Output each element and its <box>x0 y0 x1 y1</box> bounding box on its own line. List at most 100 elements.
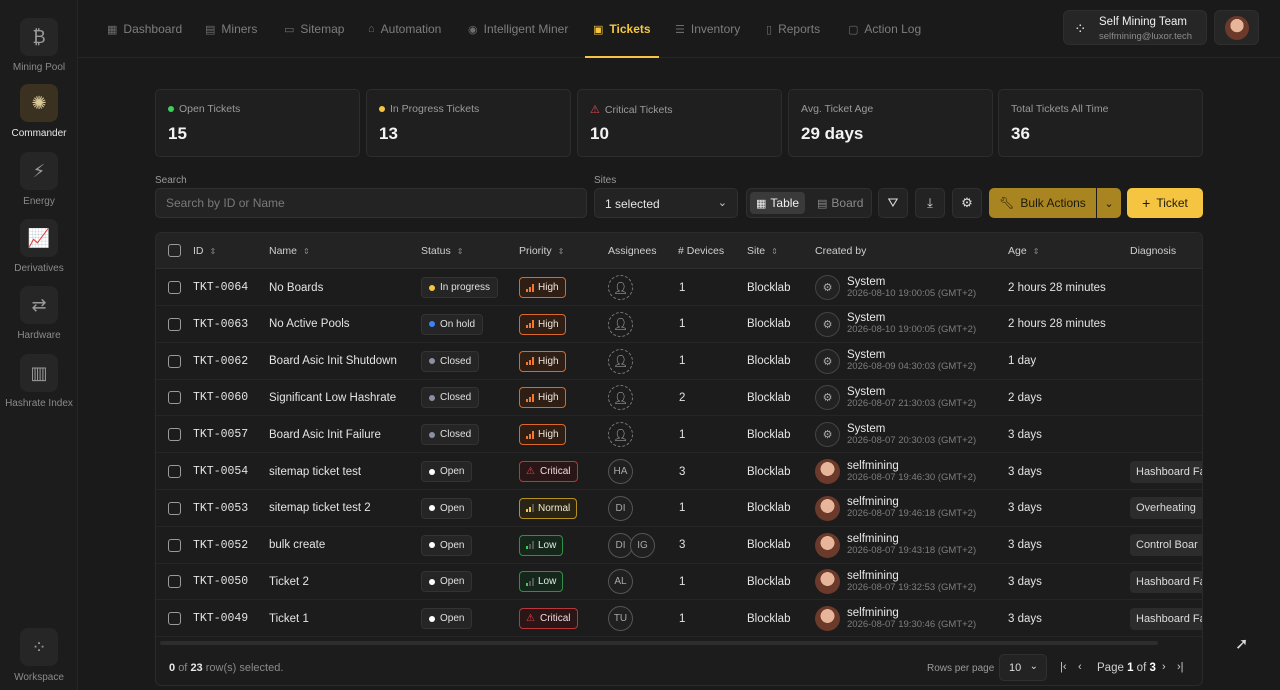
team-switcher[interactable]: ⁘ Self Mining Team selfmining@luxor.tech <box>1063 10 1207 45</box>
system-gear-icon: ⚙ <box>815 348 840 374</box>
first-page-button[interactable]: |‹ <box>1060 661 1067 673</box>
table-cell: High <box>519 379 566 416</box>
assignee-group[interactable]: 👤︎ <box>608 422 633 448</box>
table-cell: TKT-0050 <box>193 563 248 600</box>
select-all-checkbox[interactable] <box>168 244 181 257</box>
column-assignees-label: Assignees <box>608 245 657 257</box>
row-checkbox[interactable] <box>168 575 181 589</box>
horizontal-scrollbar[interactable] <box>160 641 1158 645</box>
table-cell <box>168 563 181 600</box>
table-row[interactable]: TKT-0057 Board Asic Init Failure Closed Hig… <box>156 416 1202 454</box>
assignee-group[interactable]: DI <box>608 495 633 521</box>
warning-icon: ⚠ <box>590 104 600 116</box>
column-id[interactable]: ID ⇕ <box>193 245 216 257</box>
assignee-group[interactable]: 👤︎ <box>608 311 633 337</box>
tab-sitemap[interactable]: ▭ Sitemap <box>284 0 344 58</box>
column-priority[interactable]: Priority ⇕ <box>519 245 564 257</box>
column-name[interactable]: Name ⇕ <box>269 245 310 257</box>
rail-item-workspace[interactable]: ⁘ Workspace <box>0 628 78 683</box>
signal-bars-icon <box>526 393 534 402</box>
settings-button[interactable]: ⚙ <box>952 188 982 218</box>
rail-item-mining-pool[interactable]: ₿ Mining Pool <box>0 18 78 73</box>
tab-inventory[interactable]: ☰ Inventory <box>675 0 740 58</box>
assignee-group[interactable]: 👤︎ <box>608 385 633 411</box>
table-cell: 2 <box>679 379 685 416</box>
commander-icon: ✺ <box>20 84 58 122</box>
tab-reports[interactable]: ▯ Reports <box>766 0 820 58</box>
sites-select[interactable]: 1 selected ⌄ <box>594 188 738 218</box>
row-checkbox[interactable] <box>168 465 181 478</box>
tab-miners[interactable]: ▤ Miners <box>205 0 257 58</box>
device-count: 1 <box>679 612 686 625</box>
ticket-id: TKT-0049 <box>193 612 249 626</box>
table-row[interactable]: TKT-0054 sitemap ticket test Open ⚠ Critical… <box>156 453 1202 490</box>
top-nav: ⁘ Self Mining Team selfmining@luxor.tech… <box>78 0 1280 58</box>
assignee-group[interactable]: 👤︎ <box>608 348 633 374</box>
prev-page-button[interactable]: ‹ <box>1078 661 1082 673</box>
status-label: Open <box>440 466 465 477</box>
assignee-group[interactable]: AL <box>608 569 633 595</box>
table-cell: 2 hours 28 minutes <box>1008 306 1106 343</box>
row-checkbox[interactable] <box>168 391 181 405</box>
ticket-age: 3 days <box>1008 612 1042 625</box>
status-dot-icon <box>379 106 385 112</box>
view-table-button[interactable]: ▦ Table <box>750 192 806 214</box>
site-name: Blocklab <box>747 355 791 368</box>
tab-dashboard[interactable]: ▦ Dashboard <box>107 0 182 58</box>
row-checkbox[interactable] <box>168 317 181 331</box>
table-row[interactable]: TKT-0052 bulk create Open Low DI IG 3 Blocklab s… <box>156 527 1202 564</box>
rail-item-hashrate-index[interactable]: ▥ Hashrate Index <box>0 354 78 409</box>
table-row[interactable]: TKT-0050 Ticket 2 Open Low AL 1 Blocklab selfmi… <box>156 563 1202 601</box>
rail-item-derivatives[interactable]: 📈 Derivatives <box>0 219 78 274</box>
search-input[interactable] <box>155 188 587 218</box>
table-row[interactable]: TKT-0049 Ticket 1 Open ⚠ Critical TU 1 Blocklab… <box>156 600 1202 638</box>
assignee-group[interactable]: HA <box>608 459 633 484</box>
row-checkbox[interactable] <box>168 428 181 442</box>
column-status[interactable]: Status ⇕ <box>421 245 463 257</box>
row-checkbox[interactable] <box>168 501 181 515</box>
chevron-right-icon: › <box>1162 661 1166 673</box>
creator: selfmining 2026-08-07 19:32:53 (GMT+2) <box>815 569 976 595</box>
user-avatar-button[interactable] <box>1214 10 1259 45</box>
table-row[interactable]: TKT-0053 sitemap ticket test 2 Open Normal D… <box>156 490 1202 527</box>
filter-button[interactable]: ⛛ <box>878 188 908 218</box>
table-row[interactable]: TKT-0064 No Boards In progress High 👤︎ 1 Block… <box>156 269 1202 306</box>
row-checkbox[interactable] <box>168 538 181 552</box>
view-board-button[interactable]: ▤ Board <box>811 192 869 214</box>
download-button[interactable]: ⤓ <box>915 188 945 218</box>
column-diagnosis: Diagnosis <box>1130 245 1176 257</box>
bulk-actions-button[interactable]: 🔧︎ Bulk Actions <box>989 188 1096 218</box>
rows-per-page-select[interactable]: 10 ⌄ <box>999 654 1047 681</box>
table-row[interactable]: TKT-0063 No Active Pools On hold High 👤︎ 1 Blo… <box>156 306 1202 343</box>
assignee-group[interactable]: 👤︎ <box>608 275 633 300</box>
rail-item-energy[interactable]: ⚡ Energy <box>0 152 78 207</box>
rail-item-hardware[interactable]: ⇄ Hardware <box>0 286 78 341</box>
tab-icon: ▭ <box>284 23 295 36</box>
row-checkbox[interactable] <box>168 354 181 368</box>
ticket-name: sitemap ticket test <box>269 465 362 478</box>
table-cell: Open <box>421 453 473 490</box>
next-page-button[interactable]: › <box>1162 661 1166 673</box>
priority-label: High <box>538 355 559 367</box>
chevron-left-icon: ‹ <box>1078 661 1082 673</box>
tab-action-log[interactable]: ▢ Action Log <box>848 0 921 58</box>
column-site[interactable]: Site ⇕ <box>747 245 778 257</box>
status-dot-icon <box>168 106 174 112</box>
add-ticket-button[interactable]: + Ticket <box>1127 188 1203 218</box>
row-checkbox[interactable] <box>168 281 181 294</box>
tab-intelligent-miner[interactable]: ◉ Intelligent Miner <box>468 0 568 58</box>
row-checkbox[interactable] <box>168 612 181 626</box>
last-page-button[interactable]: ›| <box>1177 661 1184 673</box>
rail-item-commander[interactable]: ✺ Commander <box>0 84 78 139</box>
bulk-actions-menu-button[interactable]: ⌄ <box>1097 188 1121 218</box>
priority-badge: Low <box>519 571 564 593</box>
column-age[interactable]: Age ⇕ <box>1008 245 1039 257</box>
table-cell: ⚠ Critical <box>519 453 578 490</box>
table-row[interactable]: TKT-0062 Board Asic Init Shutdown Closed Hi… <box>156 343 1202 380</box>
creator-text: selfmining 2026-08-07 19:46:18 (GMT+2) <box>847 496 976 520</box>
tab-tickets[interactable]: ▣ Tickets <box>585 0 659 58</box>
assignee-group[interactable]: TU <box>608 606 633 632</box>
table-row[interactable]: TKT-0060 Significant Low Hashrate Closed Hi… <box>156 379 1202 417</box>
tab-automation[interactable]: ⌂ Automation <box>368 0 441 58</box>
assignee-group[interactable]: DI IG <box>608 532 655 558</box>
